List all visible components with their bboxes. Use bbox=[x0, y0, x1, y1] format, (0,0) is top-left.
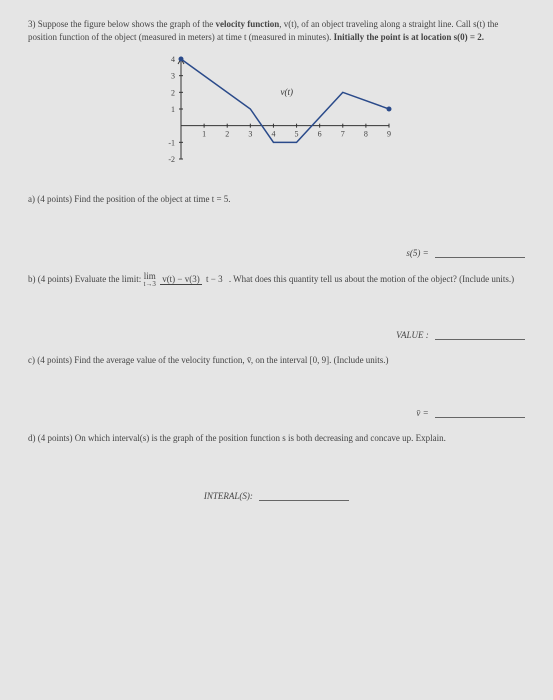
part-a-answer-label: s(5) = bbox=[406, 248, 428, 258]
fraction-numerator: v(t) − v(3) bbox=[160, 274, 202, 285]
part-b: b) (4 points) Evaluate the limit: lim t→… bbox=[28, 272, 525, 288]
part-b-post: . What does this quantity tell us about … bbox=[229, 274, 514, 284]
part-c: c) (4 points) Find the average value of … bbox=[28, 354, 525, 367]
question-intro: 3) Suppose the figure below shows the gr… bbox=[28, 18, 525, 43]
part-d-answer-label: INTERAL(S): bbox=[204, 491, 253, 501]
fraction-denominator: t − 3 bbox=[204, 274, 225, 284]
svg-text:-1: -1 bbox=[168, 139, 175, 148]
part-c-answer: v̄ = bbox=[28, 408, 525, 418]
intro-text-b: velocity function bbox=[215, 19, 279, 29]
blank-line bbox=[259, 491, 349, 501]
blank-line bbox=[435, 330, 525, 340]
svg-text:3: 3 bbox=[248, 130, 252, 139]
part-d: d) (4 points) On which interval(s) is th… bbox=[28, 432, 525, 445]
svg-text:4: 4 bbox=[271, 130, 275, 139]
svg-text:2: 2 bbox=[171, 89, 175, 98]
svg-text:5: 5 bbox=[294, 130, 298, 139]
part-b-answer: VALUE : bbox=[28, 330, 525, 340]
part-a-answer: s(5) = bbox=[28, 248, 525, 258]
fraction: v(t) − v(3) t − 3 bbox=[160, 275, 224, 285]
part-c-text: c) (4 points) Find the average value of … bbox=[28, 355, 389, 365]
svg-text:2: 2 bbox=[225, 130, 229, 139]
chart-function-label: v(t) bbox=[281, 87, 294, 97]
part-c-answer-label: v̄ = bbox=[416, 408, 428, 418]
chart-svg: 1 2 3 4 5 6 7 8 9 -2 -1 1 2 3 4 bbox=[157, 53, 397, 173]
intro-text-a: Suppose the figure below shows the graph… bbox=[38, 19, 216, 29]
svg-text:4: 4 bbox=[171, 55, 175, 64]
svg-text:1: 1 bbox=[171, 105, 175, 114]
part-a: a) (4 points) Find the position of the o… bbox=[28, 193, 525, 206]
svg-text:3: 3 bbox=[171, 72, 175, 81]
svg-text:9: 9 bbox=[387, 130, 391, 139]
part-a-text: a) (4 points) Find the position of the o… bbox=[28, 194, 231, 204]
lim-under: t→3 bbox=[143, 281, 155, 288]
part-b-pre: b) (4 points) Evaluate the limit: bbox=[28, 274, 143, 284]
svg-text:1: 1 bbox=[202, 130, 206, 139]
part-d-answer: INTERAL(S): bbox=[28, 491, 525, 501]
part-b-answer-label: VALUE : bbox=[396, 330, 429, 340]
svg-text:7: 7 bbox=[340, 130, 344, 139]
svg-text:6: 6 bbox=[317, 130, 321, 139]
question-number: 3) bbox=[28, 19, 36, 29]
blank-line bbox=[435, 248, 525, 258]
blank-line bbox=[435, 408, 525, 418]
velocity-chart-container: 1 2 3 4 5 6 7 8 9 -2 -1 1 2 3 4 v(t) bbox=[28, 53, 525, 175]
intro-text-d: Initially the point is at location s(0) … bbox=[334, 32, 484, 42]
velocity-chart: 1 2 3 4 5 6 7 8 9 -2 -1 1 2 3 4 v(t) bbox=[157, 53, 397, 173]
limit-notation: lim t→3 bbox=[143, 272, 155, 288]
svg-text:8: 8 bbox=[363, 130, 367, 139]
svg-text:-2: -2 bbox=[168, 155, 175, 164]
part-d-text: d) (4 points) On which interval(s) is th… bbox=[28, 433, 446, 443]
